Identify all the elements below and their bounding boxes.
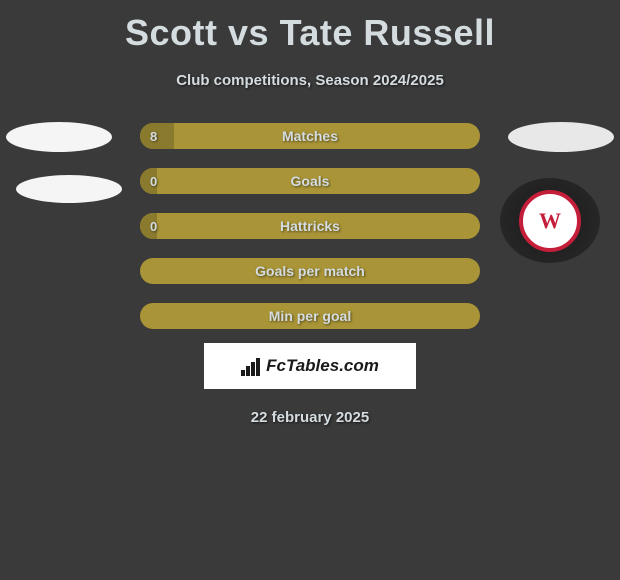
date-text: 22 february 2025 <box>0 409 620 426</box>
stat-label-gpm: Goals per match <box>255 263 365 279</box>
bar-chart-icon <box>241 356 260 376</box>
stat-bar-goals: 0 Goals <box>140 168 480 194</box>
player-right-badge <box>508 122 614 152</box>
player-left-badge <box>6 122 112 152</box>
fctables-brand-text: FcTables.com <box>266 356 379 376</box>
stat-bar-gpm: Goals per match <box>140 258 480 284</box>
subtitle: Club competitions, Season 2024/2025 <box>0 72 620 89</box>
page-title: Scott vs Tate Russell <box>0 0 620 54</box>
stat-bar-matches: 8 Matches <box>140 123 480 149</box>
stat-value-goals: 0 <box>150 174 157 189</box>
stat-label-mpg: Min per goal <box>269 308 351 324</box>
stat-label-matches: Matches <box>282 128 338 144</box>
stat-value-matches: 8 <box>150 129 157 144</box>
club-crest: W <box>500 178 600 263</box>
stat-bar-hattricks: 0 Hattricks <box>140 213 480 239</box>
stat-value-hattricks: 0 <box>150 219 157 234</box>
stat-label-hattricks: Hattricks <box>280 218 340 234</box>
stat-label-goals: Goals <box>291 173 330 189</box>
stat-bar-mpg: Min per goal <box>140 303 480 329</box>
club-crest-inner: W <box>519 190 581 252</box>
player-left-badge-2 <box>16 175 122 203</box>
fctables-brand-box: FcTables.com <box>204 343 416 389</box>
